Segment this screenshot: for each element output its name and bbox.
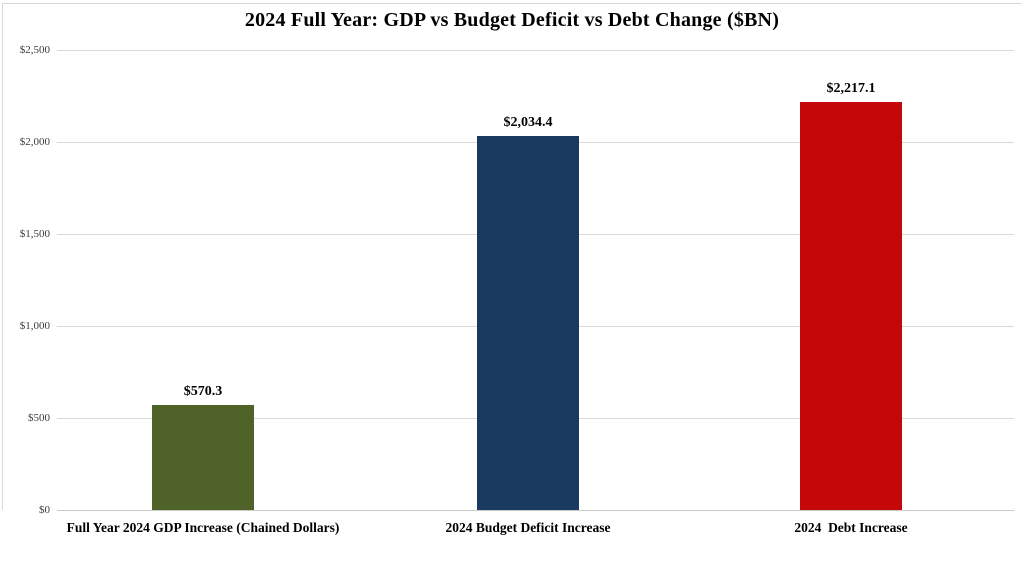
bar (152, 405, 254, 510)
chart-left-border (2, 3, 3, 510)
y-tick-label: $1,500 (19, 228, 50, 240)
y-tick-label: $1,000 (19, 320, 50, 332)
bar (477, 135, 579, 510)
bar (800, 102, 902, 510)
chart-title: 2024 Full Year: GDP vs Budget Deficit vs… (244, 9, 780, 31)
x-category-label: Full Year 2024 GDP Increase (Chained Dol… (66, 520, 340, 535)
y-tick-label: $0 (39, 504, 50, 516)
bar-value-label: $570.3 (183, 384, 223, 400)
chart-top-border (2, 3, 1022, 4)
x-category-label: 2024 Budget Deficit Increase (445, 520, 611, 535)
bar-value-label: $2,034.4 (503, 114, 553, 130)
y-tick-label: $2,000 (19, 136, 50, 148)
bar-value-label: $2,217.1 (826, 81, 876, 97)
y-tick-label: $500 (28, 412, 50, 424)
x-category-label: 2024 Debt Increase (794, 520, 908, 535)
gridline (57, 49, 1014, 51)
x-axis-baseline (57, 509, 1014, 511)
y-tick-label: $2,500 (19, 44, 50, 56)
